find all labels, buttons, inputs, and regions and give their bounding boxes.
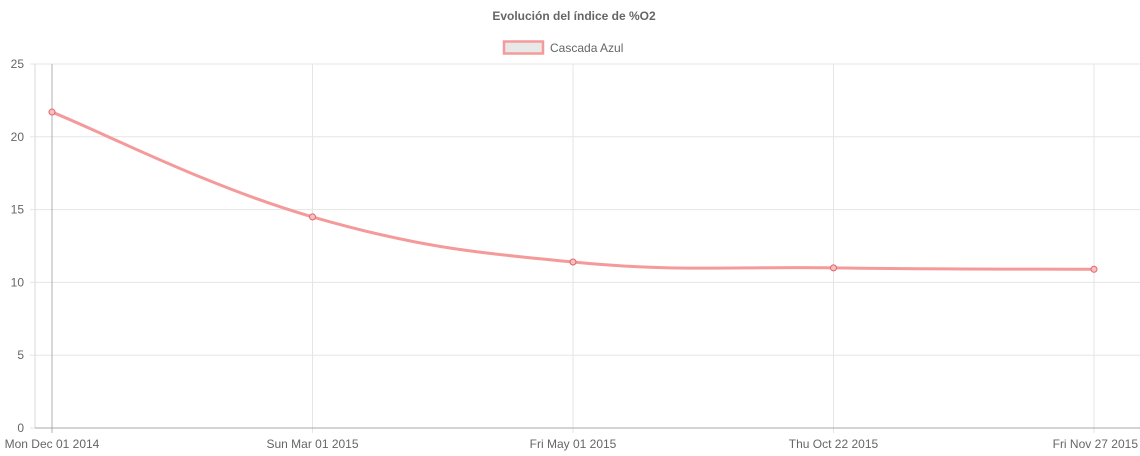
- data-point[interactable]: [1090, 265, 1098, 273]
- y-tick-label: 25: [11, 57, 25, 71]
- y-tick-label: 15: [11, 203, 25, 217]
- axes: [34, 64, 1140, 429]
- x-axis-ticks: Mon Dec 01 2014 Sun Mar 01 2015 Fri May 01…: [5, 437, 1139, 451]
- data-point[interactable]: [48, 108, 56, 116]
- x-tick-label: Fri Nov 27 2015: [1053, 437, 1139, 451]
- chart-title: Evolución del índice de %O2: [492, 9, 656, 23]
- legend-label-cascada-azul: Cascada Azul: [550, 41, 623, 55]
- data-point[interactable]: [830, 264, 837, 272]
- x-tick-label: Thu Oct 22 2015: [789, 437, 879, 451]
- legend-swatch: [502, 40, 545, 55]
- legend[interactable]: Cascada Azul: [502, 40, 623, 55]
- x-tick-label: Fri May 01 2015: [530, 437, 617, 451]
- data-point[interactable]: [569, 258, 577, 266]
- y-axis-ticks: 0 5 10 15 20 25: [11, 57, 35, 435]
- y-tick-label: 0: [17, 421, 24, 435]
- series-cascada-azul: [48, 108, 1098, 273]
- x-tick-label: Sun Mar 01 2015: [266, 437, 358, 451]
- x-tick-label: Mon Dec 01 2014: [5, 437, 100, 451]
- data-point[interactable]: [309, 213, 316, 221]
- grid: [35, 63, 1140, 433]
- y-tick-label: 5: [17, 348, 24, 362]
- y-tick-label: 10: [11, 275, 25, 289]
- y-tick-label: 20: [11, 130, 25, 144]
